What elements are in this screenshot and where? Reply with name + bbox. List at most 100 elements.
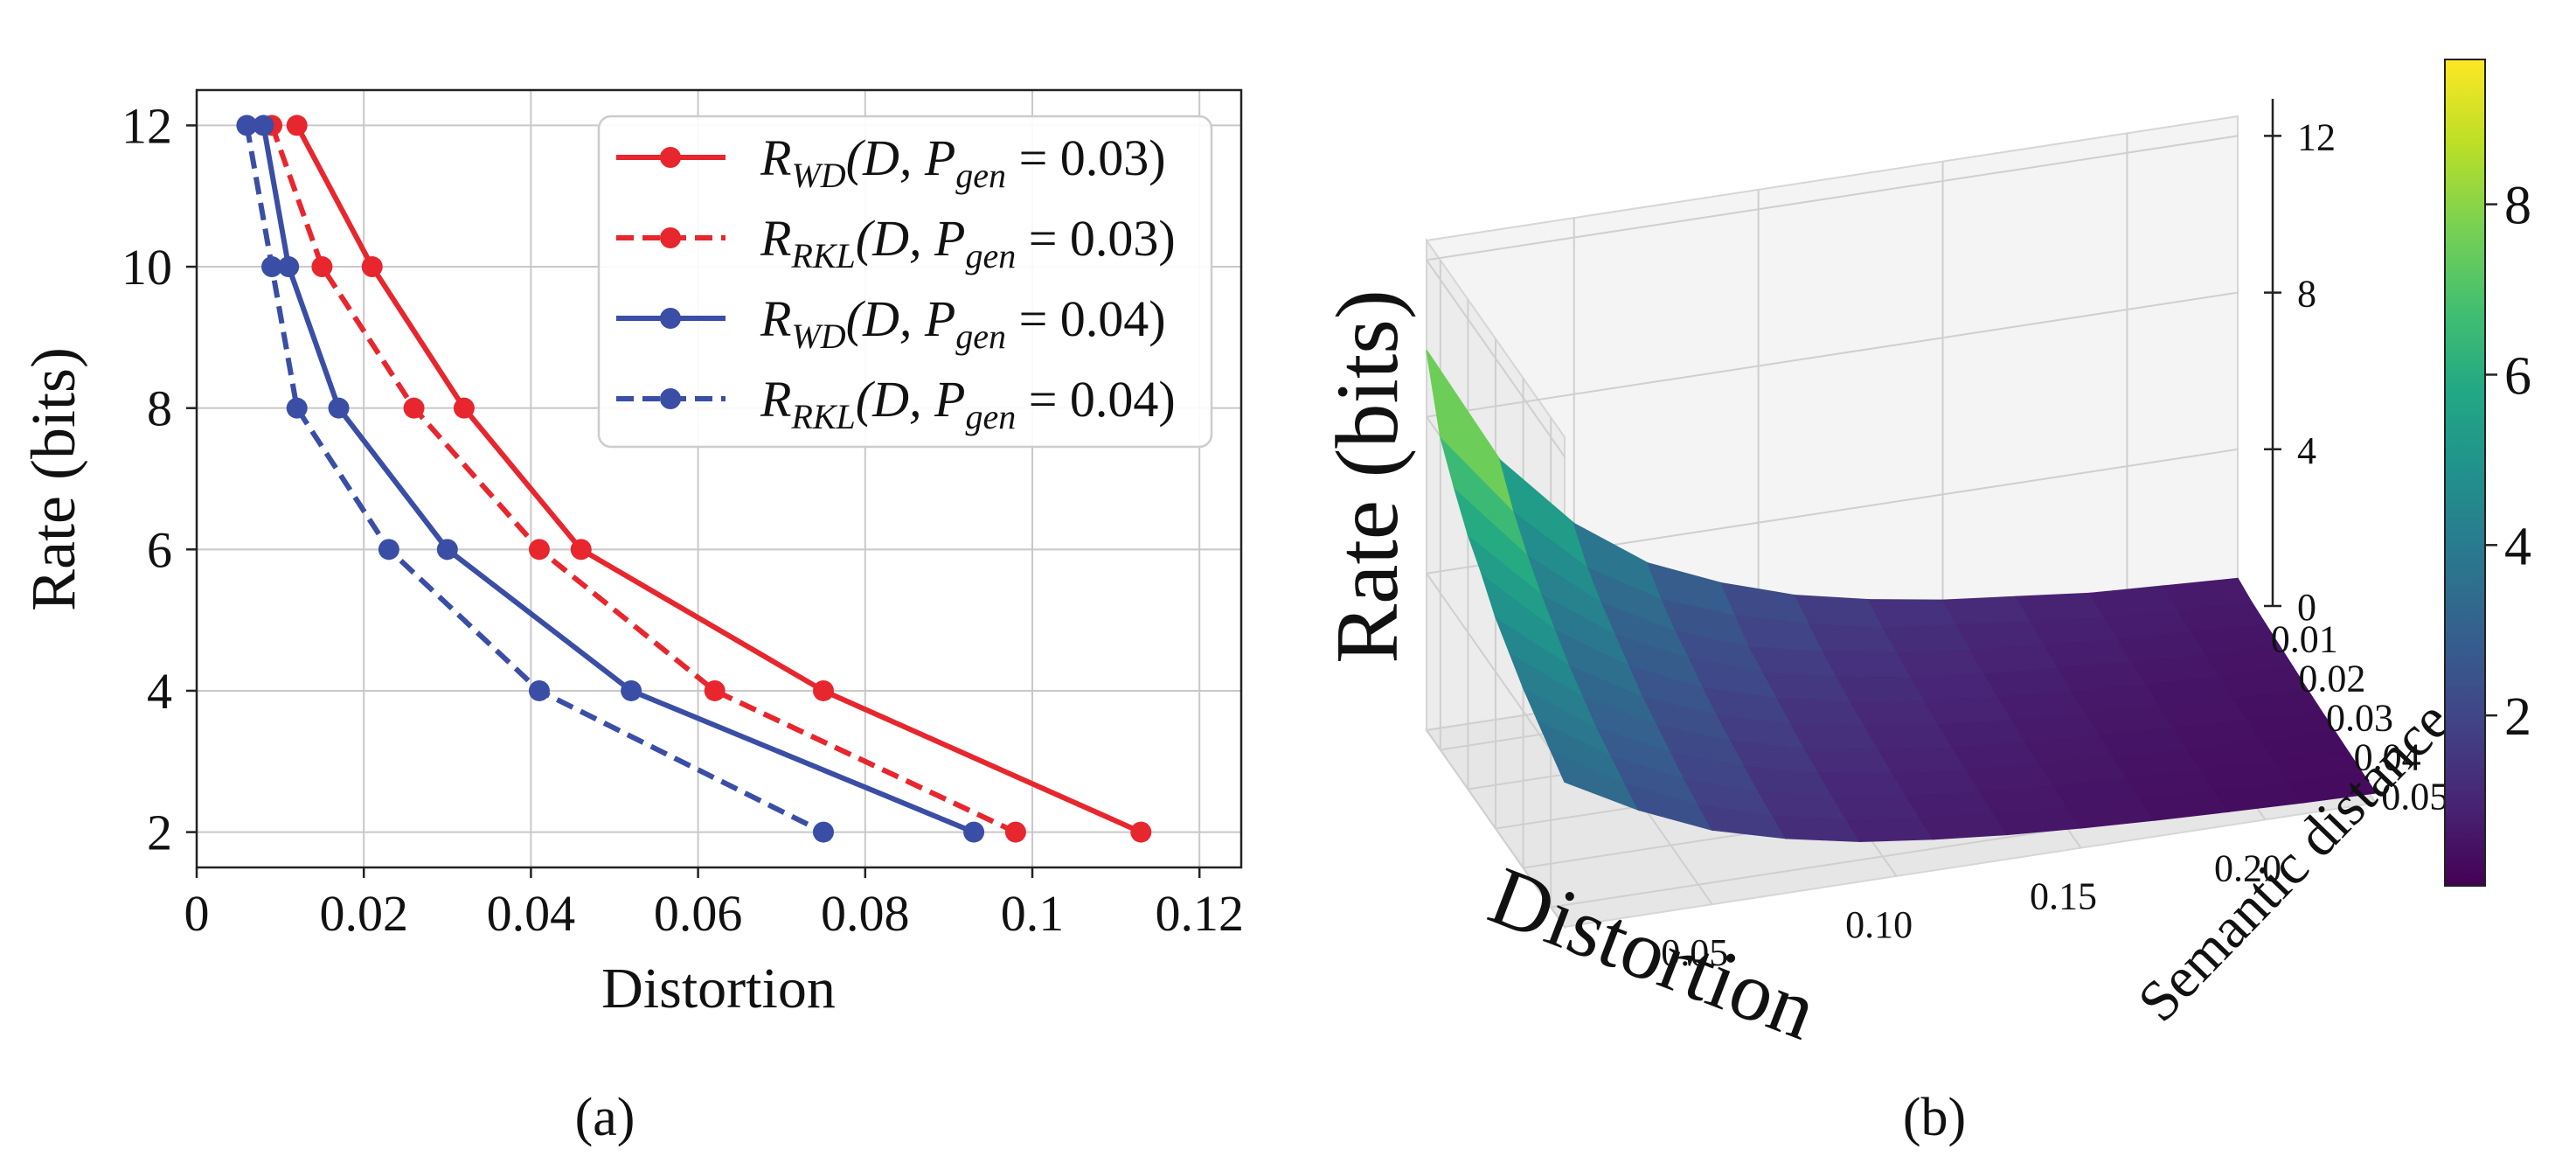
data-point	[378, 539, 399, 561]
data-point	[361, 256, 383, 278]
surface-facet	[1849, 699, 1940, 726]
grid-line	[1426, 259, 1566, 457]
x-tick-label: 0.12	[1155, 885, 1244, 942]
surface-facet	[1941, 595, 2031, 625]
data-point	[278, 256, 300, 278]
legend-main: R	[760, 290, 791, 347]
legend-mid: (D, P	[846, 290, 956, 347]
legend-swatch-marker	[660, 308, 681, 329]
series-layer-a	[236, 115, 1152, 843]
y-tick-label-b: 0.05	[2381, 776, 2448, 818]
legend-sub: WD	[791, 317, 845, 356]
x-tick-label: 0.08	[821, 885, 910, 942]
legend-mid: (D, P	[856, 371, 966, 428]
panel-label-a: (a)	[575, 1088, 635, 1147]
surface-plot	[1426, 349, 2378, 843]
legend-sub: WD	[791, 156, 845, 195]
data-point	[813, 679, 834, 701]
colorbar-gradient	[2444, 59, 2486, 887]
grid-line	[1426, 135, 2239, 261]
surface-facet	[2029, 616, 2120, 645]
data-point	[1004, 821, 1026, 843]
data-point	[528, 679, 550, 701]
legend-box	[597, 115, 1213, 449]
y-tick-label-b: 0.03	[2326, 697, 2393, 740]
data-point	[963, 821, 985, 843]
x-tick-label: 0.02	[319, 885, 408, 942]
y-tick-label-b: 0.01	[2271, 618, 2338, 661]
y-tick-label: 6	[147, 521, 172, 578]
data-point	[403, 397, 425, 419]
y-tick-label: 10	[122, 239, 172, 296]
data-point	[528, 539, 550, 561]
z-tick-label-b: 0	[2297, 586, 2316, 629]
data-point	[570, 539, 592, 561]
3d-tick-labels: 0.050.100.150.200.010.020.030.040.050481…	[1661, 99, 2448, 974]
grid-line	[1426, 573, 1566, 771]
z-tick-label-b: 8	[2297, 273, 2316, 316]
legend-mid: (D, P	[846, 129, 956, 186]
legend-mid: (D, P	[856, 210, 966, 267]
colorbar-tick-label: 4	[2504, 517, 2531, 576]
data-point	[1130, 821, 1152, 843]
legend-sub2: gen	[965, 397, 1016, 436]
x-tick-labels-a: 0 0.02 0.04 0.06 0.08 0.1 0.12	[184, 867, 1244, 942]
surface-facet	[1955, 619, 2045, 651]
surface-facet	[1822, 650, 1912, 678]
x-tick-label-b: 0.10	[1845, 903, 1913, 946]
colorbar-tick-label: 8	[2504, 177, 2531, 236]
x-tick-label: 0.06	[654, 885, 743, 942]
surface-facet	[1881, 623, 1972, 652]
surface-facet	[1844, 817, 1935, 842]
x-tick-label: 0.04	[487, 885, 576, 942]
legend-label: RWD(D, Pgen = 0.03)	[760, 129, 1166, 195]
z-axis-label-b: Rate (bits)	[1318, 289, 1417, 664]
legend-entries: RWD(D, Pgen = 0.03)RRKL(D, Pgen = 0.03)R…	[616, 129, 1176, 436]
x-tick-label: 0	[184, 885, 210, 942]
x-axis-label-a: Distortion	[601, 957, 836, 1020]
legend-label: RRKL(D, Pgen = 0.04)	[760, 371, 1176, 436]
legend-sub2: gen	[965, 236, 1016, 275]
y-axis-label-a: Rate (bits)	[18, 347, 88, 611]
data-point	[453, 397, 475, 419]
surface-facet	[2015, 592, 2106, 622]
data-point	[436, 539, 458, 561]
x-tick-label-b: 0.15	[2030, 875, 2097, 918]
series-line-1	[269, 124, 1017, 835]
data-point	[328, 397, 350, 419]
data-point	[236, 115, 258, 136]
colorbar-tick-label: 6	[2504, 346, 2531, 406]
legend-end: = 0.03)	[1006, 129, 1166, 186]
y-tick-label-b: 0.04	[2354, 736, 2421, 779]
x-tick-label-b: 0.20	[2214, 846, 2281, 889]
colorbar-tick-label: 2	[2504, 687, 2531, 747]
legend-sub: RKL	[790, 236, 855, 275]
surface-facet	[1909, 672, 1999, 701]
series-line-3	[244, 124, 825, 835]
legend-sub2: gen	[955, 317, 1006, 356]
plot-frame-a	[195, 88, 1243, 869]
y-tick-label: 12	[122, 97, 172, 154]
series-line-0	[295, 123, 1142, 835]
data-point	[704, 679, 726, 701]
x-tick-label: 0.1	[1001, 885, 1065, 942]
surface-facet	[2163, 577, 2253, 610]
legend-a: RWD(D, Pgen = 0.03)RRKL(D, Pgen = 0.03)R…	[597, 115, 1213, 449]
surface-facet	[1863, 722, 1954, 749]
z-tick-label-b: 4	[2297, 429, 2316, 472]
y-tick-label-b: 0.02	[2298, 658, 2365, 700]
data-point	[621, 679, 642, 701]
legend-end: = 0.04)	[1016, 371, 1176, 428]
surface-facet	[1835, 675, 1926, 702]
panel-label-b: (b)	[1903, 1088, 1966, 1147]
y-tick-label: 8	[147, 380, 172, 437]
surface-facet	[1895, 648, 1986, 678]
surface-facet	[1830, 794, 1921, 820]
grid-line	[1426, 291, 2239, 418]
y-tick-label: 4	[147, 663, 172, 720]
colorbar: 2 4 6 8	[2444, 59, 2531, 887]
data-point	[261, 256, 283, 278]
legend-label: RWD(D, Pgen = 0.04)	[760, 290, 1166, 356]
legend-label: RRKL(D, Pgen = 0.03)	[760, 210, 1176, 275]
